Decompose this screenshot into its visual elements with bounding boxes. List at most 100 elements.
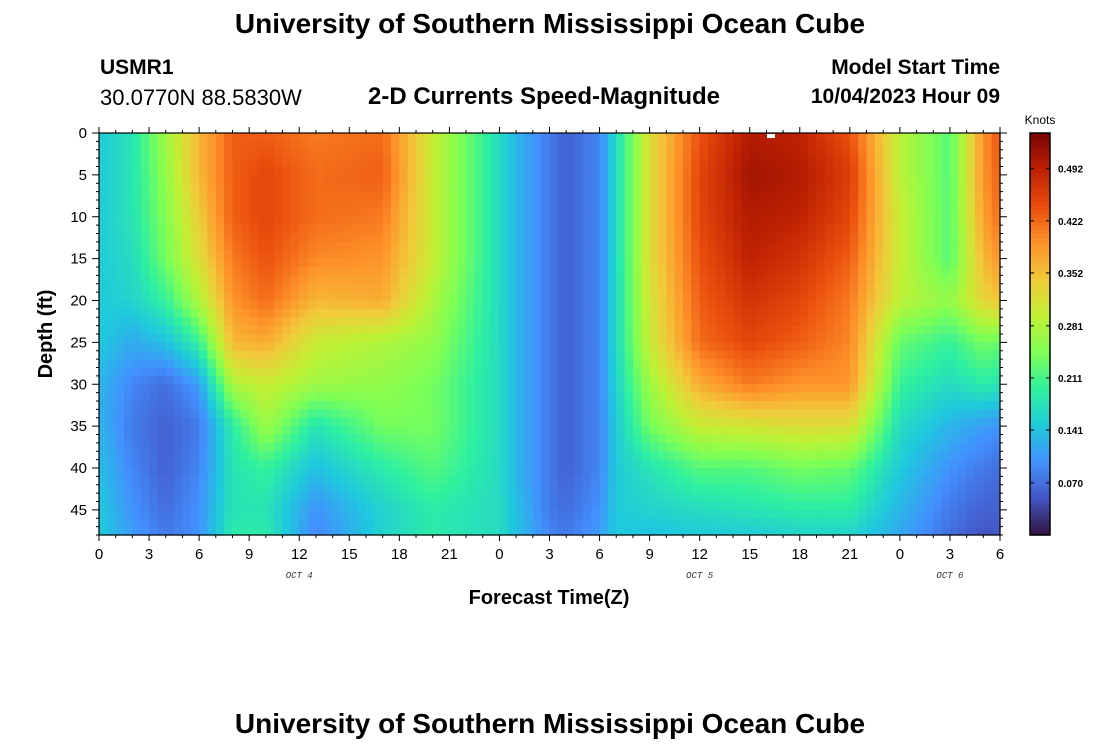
heatmap-cell <box>424 334 434 343</box>
heatmap-cell <box>307 359 317 369</box>
heatmap-cell <box>274 292 284 302</box>
heatmap-cell <box>674 392 684 402</box>
heatmap-cell <box>616 200 626 209</box>
heatmap-cell <box>758 334 767 343</box>
heatmap-cell <box>682 434 692 444</box>
heatmap-cell <box>758 216 767 226</box>
heatmap-cell <box>899 141 909 151</box>
heatmap-cell <box>949 317 959 327</box>
heatmap-cell <box>140 149 150 159</box>
heatmap-cell <box>365 350 375 360</box>
heatmap-cell <box>908 334 918 343</box>
heatmap-cell <box>891 375 901 385</box>
heatmap-cell <box>733 359 742 369</box>
heatmap-cell <box>924 459 934 469</box>
heatmap-cell <box>524 342 534 352</box>
heatmap-cell <box>741 267 751 276</box>
heatmap-cell <box>874 468 884 477</box>
heatmap-cell <box>624 484 634 494</box>
heatmap-cell <box>632 426 642 436</box>
heatmap-cell <box>357 426 367 436</box>
heatmap-cell <box>933 300 943 310</box>
heatmap-cell <box>390 484 400 494</box>
heatmap-cell <box>257 375 267 385</box>
heatmap-cell <box>482 216 492 226</box>
heatmap-cell <box>424 275 434 285</box>
heatmap-cell <box>858 518 868 528</box>
heatmap-cell <box>666 174 676 184</box>
heatmap-cell <box>566 158 576 168</box>
heatmap-cell <box>699 300 709 310</box>
heatmap-cell <box>799 233 809 243</box>
heatmap-cell <box>424 426 434 436</box>
heatmap-cell <box>332 292 342 302</box>
heatmap-cell <box>657 434 667 444</box>
heatmap-cell <box>399 183 409 193</box>
heatmap-cell <box>99 367 108 377</box>
heatmap-cell <box>340 325 350 335</box>
heatmap-cell <box>207 493 217 503</box>
heatmap-cell <box>340 375 350 385</box>
heatmap-cell <box>182 200 192 209</box>
heatmap-cell <box>674 258 684 268</box>
heatmap-cell <box>783 401 793 410</box>
heatmap-cell <box>140 191 150 201</box>
heatmap-cell <box>899 233 909 243</box>
heatmap-cell <box>632 409 642 419</box>
heatmap-cell <box>799 183 809 193</box>
heatmap-cell <box>357 384 367 394</box>
heatmap-cell <box>382 484 392 494</box>
heatmap-cell <box>858 367 868 377</box>
heatmap-cell <box>691 409 701 419</box>
heatmap-cell <box>933 334 943 343</box>
heatmap-cell <box>699 166 709 176</box>
heatmap-cell <box>574 409 584 419</box>
heatmap-cell <box>457 459 467 469</box>
heatmap-cell <box>783 442 793 452</box>
heatmap-cell <box>766 174 776 184</box>
heatmap-cell <box>182 451 192 461</box>
heatmap-cell <box>858 409 868 419</box>
heatmap-cell <box>657 426 667 436</box>
heatmap-cell <box>315 166 325 176</box>
heatmap-cell <box>541 174 551 184</box>
heatmap-cell <box>232 141 242 151</box>
heatmap-cell <box>632 233 642 243</box>
heatmap-cell <box>499 484 509 494</box>
heatmap-cell <box>824 267 834 276</box>
heatmap-cell <box>766 509 776 519</box>
heatmap-cell <box>808 275 818 285</box>
heatmap-cell <box>457 434 467 444</box>
heatmap-cell <box>524 451 534 461</box>
heatmap-cell <box>549 208 559 218</box>
heatmap-cell <box>549 149 559 159</box>
heatmap-cell <box>766 484 776 494</box>
heatmap-cell <box>340 275 350 285</box>
heatmap-cell <box>466 158 476 168</box>
heatmap-cell <box>524 233 534 243</box>
heatmap-cell <box>649 317 659 327</box>
heatmap-cell <box>682 250 692 260</box>
heatmap-cell <box>457 183 467 193</box>
heatmap-cell <box>107 149 117 159</box>
heatmap-cell <box>766 300 776 310</box>
heatmap-cell <box>274 166 284 176</box>
heatmap-cell <box>933 426 943 436</box>
heatmap-cell <box>290 417 300 427</box>
heatmap-cell <box>99 401 108 410</box>
heatmap-cell <box>407 300 417 310</box>
heatmap-cell <box>140 308 150 318</box>
heatmap-cell <box>657 275 667 285</box>
heatmap-cell <box>115 501 125 511</box>
heatmap-cell <box>466 417 476 427</box>
heatmap-cell <box>841 166 851 176</box>
heatmap-cell <box>349 133 359 142</box>
heatmap-cell <box>874 493 884 503</box>
heatmap-cell <box>824 476 834 486</box>
heatmap-cell <box>307 158 317 168</box>
heatmap-cell <box>232 133 242 142</box>
heatmap-cell <box>282 267 292 276</box>
heatmap-cell <box>132 401 142 410</box>
heatmap-cell <box>958 417 968 427</box>
heatmap-cell <box>357 442 367 452</box>
